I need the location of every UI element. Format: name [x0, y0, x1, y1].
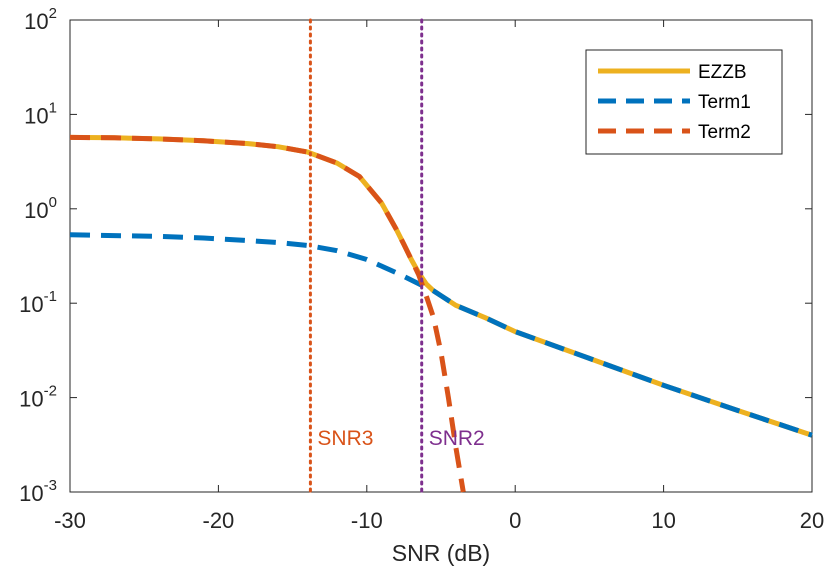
y-tick-label: 10-3: [19, 477, 57, 506]
legend-label-ezzb: EZZB: [698, 62, 747, 83]
y-ticks: 10-3 10-2 10-1 100 101 102: [19, 5, 812, 506]
series-line-term2: [69, 134, 466, 493]
y-tick-label: 10-2: [19, 383, 57, 412]
vline-label-snr3: SNR3: [317, 427, 373, 450]
legend: EZZB Term1 Term2: [585, 49, 783, 155]
series-line-term1: [69, 232, 813, 438]
x-tick-label: -10: [351, 508, 383, 533]
x-tick-label: -20: [203, 508, 235, 533]
legend-label-term1: Term1: [698, 92, 751, 113]
x-axis-label: SNR (dB): [392, 540, 490, 566]
y-tick-label: 10-1: [19, 288, 57, 317]
vline-layer: SNR3 SNR2: [308, 18, 485, 494]
x-tick-label: 20: [800, 508, 824, 533]
vline-label-snr2: SNR2: [429, 427, 485, 450]
x-ticks: -30 -20 -10 0 10 20: [54, 20, 824, 533]
y-tick-label: 101: [24, 99, 57, 128]
legend-label-term2: Term2: [698, 122, 751, 143]
series-layer: [69, 134, 813, 493]
y-tick-label: 102: [24, 5, 57, 34]
x-tick-label: 0: [509, 508, 521, 533]
x-tick-label: 10: [651, 508, 675, 533]
y-tick-label: 100: [24, 194, 57, 223]
x-tick-label: -30: [54, 508, 86, 533]
